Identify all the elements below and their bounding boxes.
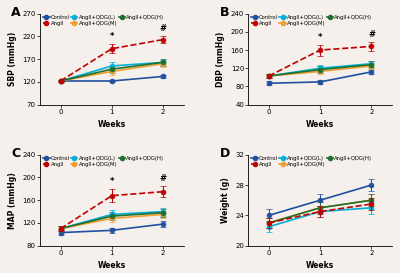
- Text: B: B: [220, 6, 229, 19]
- Text: *: *: [110, 177, 114, 186]
- Legend: Control, AngII, AngII+QDG(L), AngII+QDG(M), AngII+QDG(H): Control, AngII, AngII+QDG(L), AngII+QDG(…: [251, 14, 373, 26]
- Text: #: #: [160, 24, 167, 33]
- Y-axis label: DBP (mmHg): DBP (mmHg): [216, 31, 225, 87]
- Text: *: *: [110, 32, 114, 41]
- Text: D: D: [220, 147, 230, 161]
- Y-axis label: Weight (g): Weight (g): [221, 177, 230, 223]
- Legend: Control, AngII, AngII+QDG(L), AngII+QDG(M), AngII+QDG(H): Control, AngII, AngII+QDG(L), AngII+QDG(…: [251, 156, 373, 167]
- Legend: Control, AngII, AngII+QDG(L), AngII+QDG(M), AngII+QDG(H): Control, AngII, AngII+QDG(L), AngII+QDG(…: [43, 14, 165, 26]
- X-axis label: Weeks: Weeks: [306, 120, 334, 129]
- Text: *: *: [318, 33, 322, 42]
- Legend: Control, AngII, AngII+QDG(L), AngII+QDG(M), AngII+QDG(H): Control, AngII, AngII+QDG(L), AngII+QDG(…: [43, 156, 165, 167]
- X-axis label: Weeks: Weeks: [98, 120, 126, 129]
- X-axis label: Weeks: Weeks: [306, 262, 334, 271]
- Y-axis label: MAP (mmHg): MAP (mmHg): [8, 172, 17, 229]
- X-axis label: Weeks: Weeks: [98, 262, 126, 271]
- Text: C: C: [11, 147, 20, 161]
- Y-axis label: SBP (mmHg): SBP (mmHg): [8, 32, 17, 86]
- Text: #: #: [160, 174, 167, 183]
- Text: A: A: [11, 6, 21, 19]
- Text: #: #: [368, 30, 375, 39]
